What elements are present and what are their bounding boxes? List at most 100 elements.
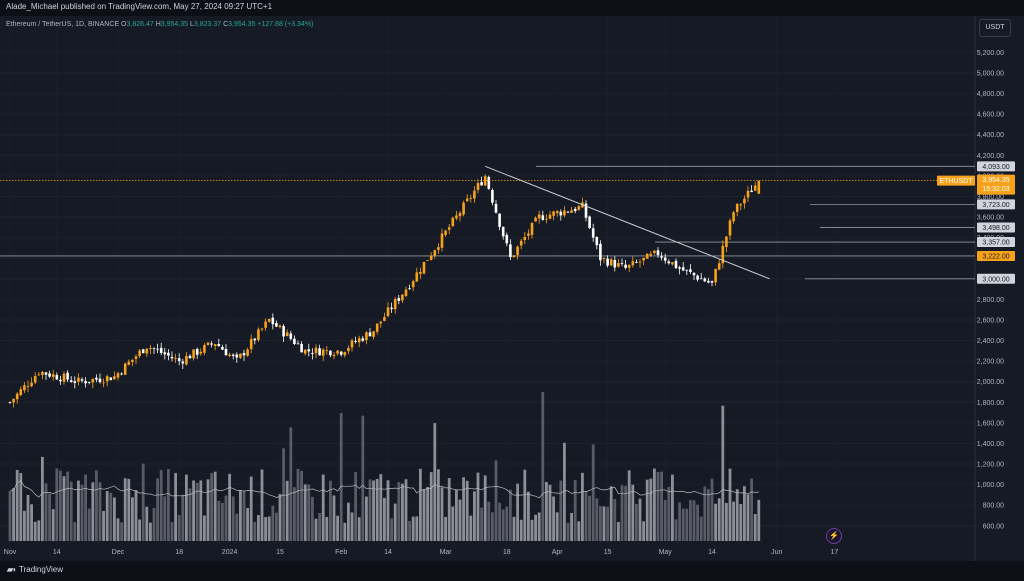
candle-body	[19, 389, 23, 396]
volume-bar	[440, 487, 444, 541]
volume-bar	[102, 511, 105, 541]
candle-body	[23, 385, 26, 391]
candle-body	[393, 299, 397, 310]
candle-body	[192, 349, 195, 359]
candle-body	[260, 328, 264, 330]
candle-body	[73, 381, 77, 383]
volume-bar	[429, 472, 433, 541]
level-tag-label: 3,498.00	[982, 225, 1009, 232]
volume-bar	[109, 492, 113, 541]
x-tick-label: Apr	[552, 549, 564, 556]
candle-body	[753, 185, 757, 191]
volume-bar	[253, 521, 257, 541]
volume-bar	[516, 483, 519, 541]
volume-bar	[347, 502, 350, 541]
volume-bar	[231, 496, 235, 541]
candle-body	[545, 218, 548, 220]
volume-bar	[444, 516, 447, 541]
candle-body	[444, 230, 447, 235]
candle-body	[419, 271, 422, 274]
price-tags: 4,093.00 3,723.00 3,498.00 3,357.00 3,222.00…	[937, 161, 1015, 284]
volume-bar	[375, 479, 379, 541]
volume-bar	[159, 470, 163, 541]
candle-body	[552, 211, 555, 216]
candle-body	[149, 347, 152, 349]
volume-bar	[303, 484, 307, 541]
candle-body	[167, 352, 170, 356]
currency-button[interactable]: USDT	[979, 19, 1011, 37]
candle-body	[696, 275, 699, 280]
volume-bar	[354, 472, 357, 541]
trendline[interactable]	[485, 165, 770, 280]
price-axis[interactable]: 600.00 800.00 1,000.00 1,200.00 1,400.00 1,60…	[977, 50, 1004, 530]
volume-bar	[26, 494, 30, 541]
volume-bar	[73, 522, 77, 541]
x-tick-label: 17	[831, 549, 839, 556]
candle-body	[131, 359, 134, 362]
top-bar: Alade_Michael published on TradingView.c…	[0, 0, 1024, 16]
volume-bar	[685, 508, 689, 541]
candle-body	[408, 288, 411, 290]
level-tag	[977, 199, 1015, 210]
volume-bar	[343, 522, 347, 541]
close-label: C	[223, 21, 229, 28]
volume-bar	[663, 499, 667, 541]
candle-body	[12, 398, 15, 403]
volume-bar	[91, 482, 95, 541]
volume-bar	[602, 506, 606, 541]
candle-body	[116, 373, 120, 378]
bottom-bar	[0, 561, 1024, 581]
volume-bar	[199, 480, 203, 541]
candle-body	[307, 349, 311, 352]
tradingview-logo[interactable]: ▰◗ TradingView	[7, 565, 63, 574]
volume-bar	[325, 517, 329, 541]
candle-body	[588, 216, 591, 228]
volume-bar	[192, 480, 195, 541]
level-tag-label: 3,357.00	[982, 240, 1009, 247]
volume-bar	[264, 517, 267, 541]
open-value: 3,826.47	[126, 21, 154, 28]
volume-bar	[692, 500, 696, 541]
volume-bar	[87, 508, 91, 541]
candle-body	[383, 317, 386, 321]
candle-body	[141, 349, 145, 354]
candle-body	[213, 344, 217, 347]
candle-body	[95, 377, 98, 380]
volume-bar	[699, 516, 703, 541]
volume-bar	[527, 491, 530, 541]
candle-body	[591, 228, 595, 238]
volume-bar	[530, 519, 534, 541]
candle-body	[501, 226, 505, 237]
volume-bar	[455, 489, 458, 541]
volume-bar	[689, 500, 692, 541]
grid	[0, 16, 976, 561]
last-price-tag	[977, 174, 1015, 195]
candle-body	[80, 379, 84, 381]
candle-body	[235, 354, 239, 358]
candle-body	[91, 378, 95, 383]
time-axis[interactable]: Nov 14 Dec 18 2024 15 Feb 14 Mar 18 Apr 15 May 14 Jun 1…	[4, 549, 839, 556]
volume-bar	[757, 499, 761, 541]
price-chart[interactable]: 600.00 800.00 1,000.00 1,200.00 1,400.00 1,60…	[0, 16, 1024, 581]
candle-body	[455, 215, 458, 219]
volume-bar	[473, 491, 476, 541]
candle-body	[339, 351, 343, 355]
volume-bar	[368, 479, 372, 541]
volume-bar	[548, 484, 552, 541]
candle-body	[329, 350, 332, 356]
volume-bar	[145, 506, 149, 541]
candle-body	[566, 211, 570, 213]
x-tick-label: 14	[708, 549, 716, 556]
volume-bar	[12, 488, 15, 541]
candle-body	[325, 349, 329, 351]
candle-body	[390, 307, 393, 309]
candle-body	[41, 371, 44, 375]
horizontal-levels	[0, 165, 975, 280]
candle-body	[537, 214, 541, 219]
volume-bar	[372, 480, 375, 541]
candle-body	[404, 289, 408, 296]
lightning-icon[interactable]: ⚡	[826, 528, 842, 544]
candle-body	[487, 176, 491, 189]
candle-body	[750, 190, 753, 193]
